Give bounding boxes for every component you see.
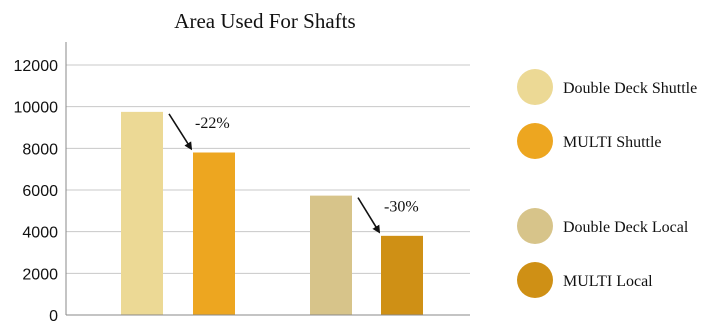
y-tick-label: 0 — [49, 308, 58, 324]
bar-multi-shuttle — [193, 152, 235, 315]
bar-multi-local — [381, 235, 423, 315]
legend-swatch — [517, 208, 553, 244]
legend-label: MULTI Shuttle — [563, 134, 662, 151]
legend-label: Double Deck Local — [563, 219, 689, 236]
y-tick-label: 4000 — [22, 225, 58, 242]
legend-swatch — [517, 123, 553, 159]
annotations: -22% -30% — [168, 113, 419, 234]
chart-title: Area Used For Shafts — [174, 9, 355, 33]
legend-swatch — [517, 262, 553, 298]
legend-label: Double Deck Shuttle — [563, 80, 697, 97]
change-label: -30% — [384, 199, 419, 216]
change-arrow — [168, 113, 193, 151]
y-axis-ticks: 0 2000 4000 6000 8000 10000 12000 — [14, 58, 59, 324]
bar-double-deck-local — [310, 195, 352, 315]
legend-label: MULTI Local — [563, 273, 653, 290]
change-arrow — [357, 197, 381, 234]
y-tick-label: 6000 — [22, 183, 58, 200]
y-tick-label: 10000 — [14, 100, 59, 117]
y-tick-label: 2000 — [22, 266, 58, 283]
legend: Double Deck Shuttle MULTI Shuttle Double D… — [517, 69, 697, 298]
change-label: -22% — [195, 115, 230, 132]
y-tick-label: 8000 — [22, 141, 58, 158]
bars — [121, 111, 423, 315]
y-tick-label: 12000 — [14, 58, 59, 75]
bar-double-deck-shuttle — [121, 111, 163, 315]
legend-swatch — [517, 69, 553, 105]
